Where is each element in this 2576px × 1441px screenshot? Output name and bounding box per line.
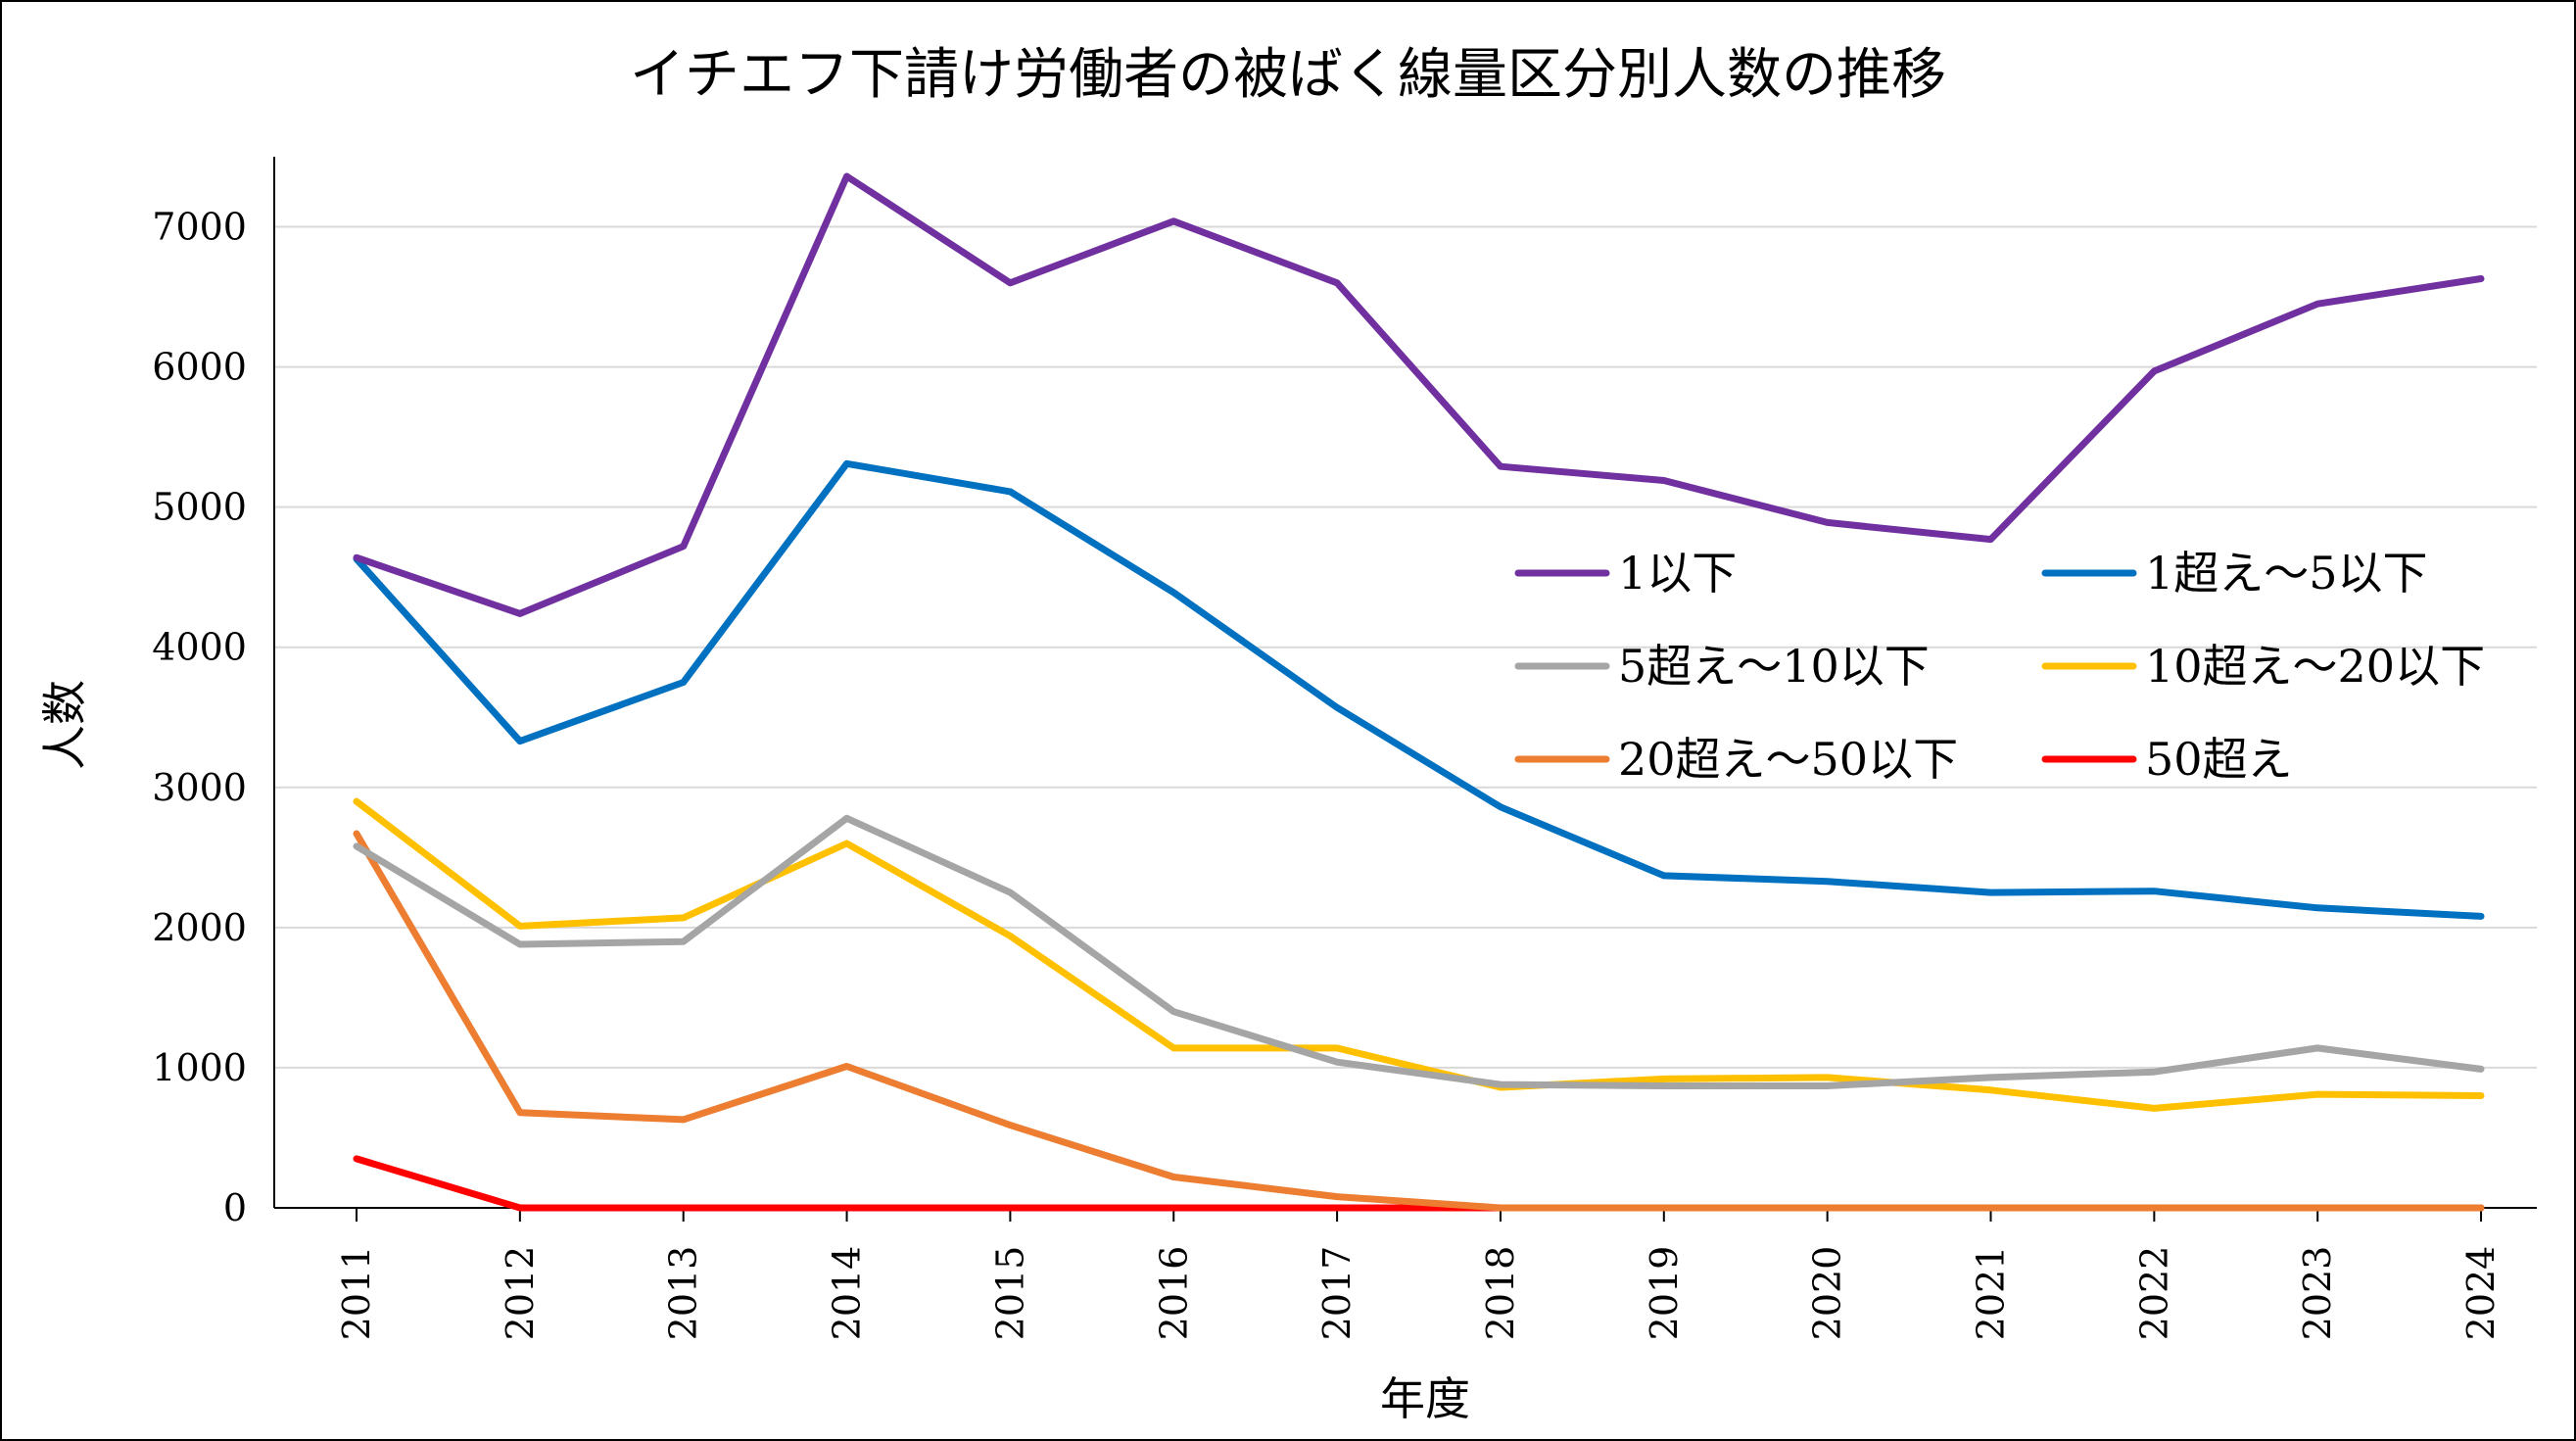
y-tick-label: 6000: [152, 346, 247, 389]
series-line-0: [353, 172, 2485, 617]
x-axis-ticks: 2011 2012 2013 2014 2015 2016 2017 2018 2019 2020…: [335, 1208, 2503, 1340]
series-line-3: [353, 797, 2485, 1112]
x-axis-title: 年度: [1380, 1372, 1470, 1425]
series-line-1: [353, 459, 2485, 920]
x-tick-label: 2016: [1152, 1246, 1195, 1341]
y-tick-label: 7000: [152, 206, 247, 249]
legend-label: 1超え～5以下: [2145, 547, 2428, 600]
x-tick-label: 2020: [1806, 1246, 1849, 1341]
x-tick-label: 2019: [1643, 1246, 1686, 1341]
x-tick-label: 2022: [2132, 1246, 2175, 1341]
y-tick-label: 4000: [152, 626, 247, 669]
y-tick-label: 5000: [152, 486, 247, 529]
legend-label: 10超え～20以下: [2145, 640, 2485, 693]
x-tick-label: 2011: [335, 1246, 378, 1341]
y-tick-label: 1000: [152, 1046, 247, 1089]
x-tick-label: 2018: [1479, 1246, 1522, 1341]
x-tick-label: 2023: [2296, 1246, 2339, 1341]
chart-title: イチエフ下請け労働者の被ばく線量区分別人数の推移: [630, 43, 1946, 107]
x-tick-label: 2017: [1315, 1246, 1359, 1341]
x-tick-label: 2021: [1970, 1246, 2013, 1341]
y-tick-label: 3000: [152, 766, 247, 809]
legend: 1以下 1超え～5以下 5超え～10以下 10超え～20以下 20超え～50以下 50超え: [1514, 547, 2485, 786]
series-line-2: [353, 814, 2485, 1089]
y-axis-ticks: 0 1000 2000 3000 4000 5000 6000 7000: [152, 206, 247, 1229]
legend-label: 1以下: [1618, 547, 1737, 600]
legend-label: 20超え～50以下: [1618, 733, 1958, 786]
legend-label: 50超え: [2145, 733, 2293, 786]
x-tick-label: 2024: [2459, 1246, 2503, 1341]
legend-label: 5超え～10以下: [1618, 640, 1930, 693]
y-tick-label: 0: [223, 1186, 247, 1229]
series-line-4: [353, 830, 2485, 1212]
x-tick-label: 2015: [988, 1246, 1031, 1341]
y-axis-title: 人数: [38, 680, 91, 770]
series-lines: [353, 172, 2485, 1212]
x-tick-label: 2014: [826, 1246, 869, 1341]
y-tick-label: 2000: [152, 906, 247, 949]
x-tick-label: 2012: [499, 1246, 542, 1341]
x-tick-label: 2013: [662, 1246, 705, 1341]
